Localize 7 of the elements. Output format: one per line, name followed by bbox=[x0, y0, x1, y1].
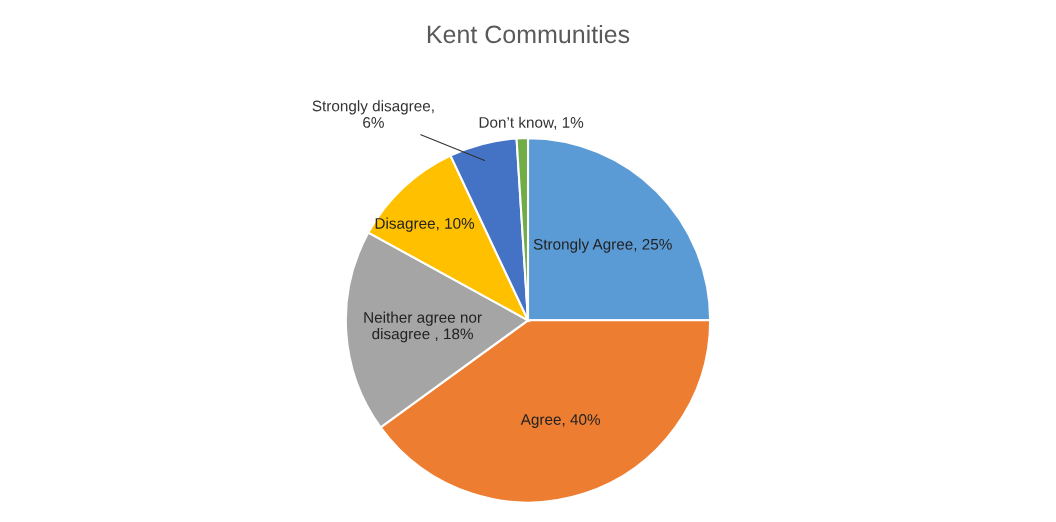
slice-label: Strongly Agree, 25% bbox=[533, 238, 672, 253]
slice-label: Neither agree nor disagree , 18% bbox=[364, 311, 482, 343]
slice-label: Strongly disagree, 6% bbox=[312, 100, 434, 128]
slice-label: Agree, 40% bbox=[520, 414, 601, 428]
chart-title: Kent Communities bbox=[427, 24, 630, 44]
slice-label: Disagree, 10% bbox=[375, 217, 475, 232]
slice-label: Don’t know, 1% bbox=[479, 116, 584, 130]
